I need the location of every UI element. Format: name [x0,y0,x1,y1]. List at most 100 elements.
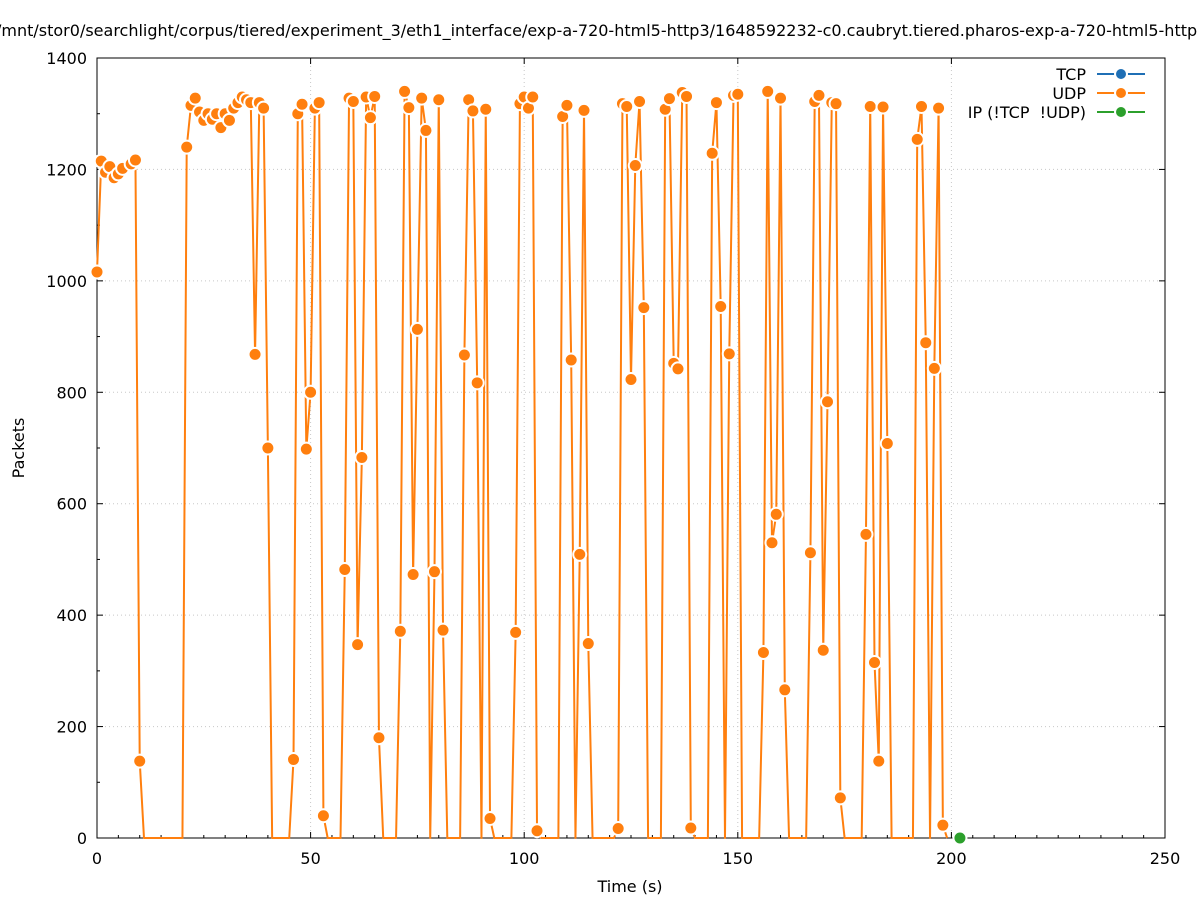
legend: TCP UDP IP (!TCP !UDP) [968,65,1145,122]
data-point [713,298,729,314]
data-point [127,152,143,168]
legend-marker-udp [1114,86,1128,100]
data-point [815,642,831,658]
data-point [704,145,720,161]
x-tick-label: 150 [723,849,754,868]
data-point [627,158,643,174]
data-point [371,730,387,746]
data-point [221,112,237,128]
x-tick-label: 0 [92,849,102,868]
data-point [858,526,874,542]
legend-label-ip: IP (!TCP !UDP) [968,103,1086,122]
data-point [362,110,378,126]
data-point [683,820,699,836]
data-point [777,682,793,698]
y-tick-label: 200 [56,718,87,737]
data-point [721,346,737,362]
data-point [708,95,724,111]
chart-title: /mnt/stor0/searchlight/corpus/tiered/exp… [0,21,1197,41]
x-tick-label: 50 [300,849,320,868]
data-point [802,545,818,561]
data-point [345,93,361,109]
data-point [315,808,331,824]
x-tick-label: 250 [1150,849,1181,868]
data-point [619,98,635,114]
data-point [926,360,942,376]
data-point [610,821,626,837]
data-point [632,93,648,109]
data-point [636,300,652,316]
data-point [773,90,789,106]
legend-item-ip: IP (!TCP !UDP) [968,103,1145,122]
y-tick-label: 1400 [46,49,87,68]
data-point [482,811,498,826]
data-point [414,90,430,106]
data-point [367,88,383,104]
data-point [431,92,447,108]
data-point [661,91,677,107]
x-axis-title: Time (s) [596,877,662,896]
y-tick-label: 1200 [46,160,87,179]
legend-item-udp: UDP [1052,84,1145,103]
data-point [760,83,776,99]
data-point [730,86,746,102]
data-point [563,352,579,368]
data-point [465,103,481,119]
data-point [435,622,451,638]
data-point [418,122,434,138]
data-point [409,321,425,337]
y-tick-label: 1000 [46,272,87,291]
data-point [832,790,848,806]
y-tick-label: 400 [56,606,87,625]
series [89,83,968,846]
data-point [247,346,263,362]
y-axis-title: Packets [9,418,28,479]
legend-item-tcp: TCP [1055,65,1145,84]
data-point [456,347,472,363]
y-tick-label: 0 [77,829,87,848]
data-point [871,753,887,769]
data-point [867,655,883,670]
data-point [572,546,588,562]
data-point [879,436,895,452]
series-1 [89,83,951,839]
data-point [354,449,370,465]
data-point [179,139,195,155]
data-point [623,371,639,387]
data-point [132,753,148,769]
data-point [952,830,968,846]
data-point [935,817,951,833]
data-point [508,624,524,640]
data-point [298,441,314,457]
data-point [679,88,695,104]
data-point [392,623,408,639]
data-point [350,637,366,653]
y-tick-label: 800 [56,383,87,402]
data-point [311,95,327,111]
data-point [580,636,596,652]
data-point [820,394,836,410]
legend-marker-tcp [1114,67,1128,81]
data-point [755,644,771,660]
legend-marker-ip [1114,105,1128,119]
x-tick-label: 200 [936,849,967,868]
series-2 [952,830,968,846]
data-point [768,506,784,522]
data-point [913,98,929,114]
data-point [576,102,592,118]
data-point [828,96,844,112]
data-point [478,101,494,117]
data-point [469,375,485,391]
data-point [426,564,442,580]
data-point [337,561,353,577]
data-point [875,99,891,115]
legend-label-udp: UDP [1052,84,1086,103]
data-point [918,335,934,351]
data-point [303,384,319,400]
data-point [256,100,272,116]
data-point [401,100,417,116]
data-point [397,83,413,99]
data-point [187,90,203,106]
data-point [260,440,276,456]
data-point [89,264,105,280]
